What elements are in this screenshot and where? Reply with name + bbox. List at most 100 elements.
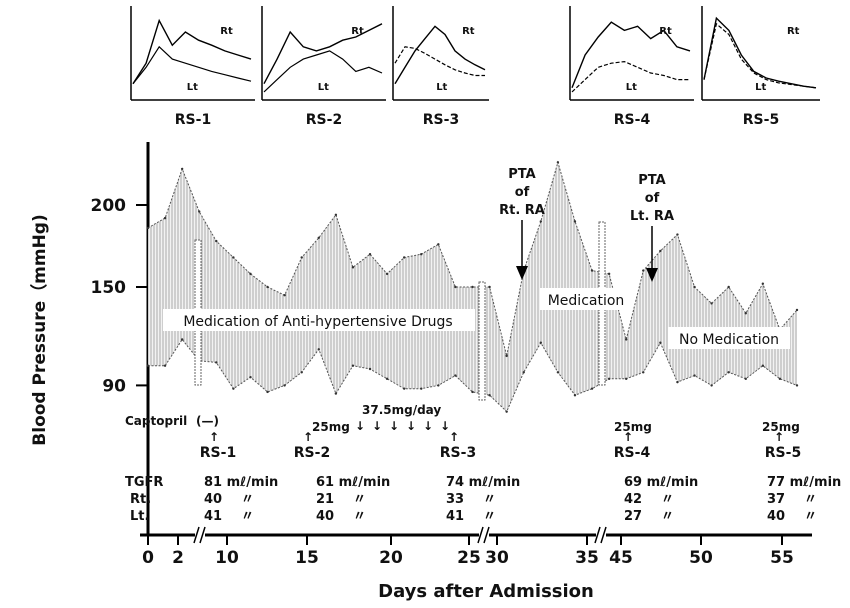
x-tick-label: 25	[457, 548, 481, 568]
gfr-lt: 41	[204, 509, 222, 524]
lt-label: Lt	[755, 82, 766, 93]
diastolic-point	[334, 392, 338, 395]
x-tick-label: 35	[575, 548, 599, 568]
systolic-point	[659, 249, 662, 253]
ditto-mark: 〃	[661, 509, 674, 524]
gfr-row-label: Lt.	[130, 509, 149, 524]
systolic-point	[454, 285, 457, 289]
pta-rt-annotation: PTA of Rt. RA	[499, 167, 545, 280]
diastolic-point	[556, 371, 560, 374]
renal-scan-label: RS-4	[614, 445, 651, 461]
systolic-point	[607, 272, 611, 276]
pta-rt-line-3: Rt. RA	[499, 203, 545, 218]
renal-scan-markers: ↑RS-1↑RS-2↑RS-3↑RS-4↑RS-5	[200, 430, 801, 461]
gfr-rt: 40	[204, 492, 222, 507]
lt-curve	[703, 22, 817, 89]
systolic-point	[471, 285, 474, 289]
gfr-rt: 37	[767, 492, 785, 507]
gfr-lt: 40	[316, 509, 334, 524]
rt-label: Rt	[220, 26, 233, 37]
systolic-point	[710, 302, 713, 305]
systolic-point	[676, 233, 679, 236]
diastolic-point	[744, 377, 747, 381]
up-arrow-icon: ↑	[209, 430, 219, 444]
systolic-point	[437, 243, 440, 246]
pta-lt-annotation: PTA of Lt. RA	[630, 173, 674, 282]
up-arrow-icon: ↑	[303, 430, 313, 444]
diastolic-point	[539, 341, 543, 344]
ditto-mark: 〃	[241, 509, 254, 524]
rt-curve	[263, 23, 383, 85]
diastolic-point	[488, 394, 491, 397]
lt-label: Lt	[187, 82, 198, 93]
systolic-point	[266, 285, 269, 289]
phase-labels: Medication of Anti-hypertensive Drugs Me…	[163, 288, 790, 349]
dose-label: 25mg	[762, 420, 800, 434]
ditto-mark: 〃	[483, 509, 496, 524]
thumb-label: RS-4	[614, 112, 651, 128]
pta-lt-line-3: Lt. RA	[630, 209, 674, 224]
systolic-point	[180, 167, 184, 171]
rt-label: Rt	[659, 26, 672, 37]
gfr-rt: 42	[624, 492, 642, 507]
systolic-point	[693, 285, 696, 289]
systolic-point	[420, 253, 423, 256]
systolic-point	[249, 272, 252, 276]
pta-rt-line-1: PTA	[508, 167, 535, 182]
svg-text:↓: ↓	[440, 419, 450, 433]
phase-label-no-medication: No Medication	[679, 332, 779, 348]
gfr-total: 74 mℓ/min	[446, 475, 520, 490]
systolic-point	[488, 285, 491, 289]
ditto-mark: 〃	[804, 509, 817, 524]
systolic-point	[300, 256, 303, 259]
x-ticks: 0 2 10 15 20 25 30 35 45 50 55	[142, 535, 794, 568]
diastolic-point	[590, 387, 594, 390]
thumb-label: RS-2	[306, 112, 342, 128]
diastolic-point	[607, 377, 611, 381]
diastolic-point	[778, 377, 782, 381]
svg-text:↓: ↓	[389, 419, 399, 433]
svg-text:↓: ↓	[423, 419, 433, 433]
systolic-point	[795, 308, 799, 312]
ditto-mark: 〃	[661, 492, 674, 507]
axis-break-marks	[193, 526, 607, 544]
diastolic-point	[454, 374, 457, 377]
lt-curve	[571, 60, 690, 93]
gfr-rt: 21	[316, 492, 334, 507]
lt-curve	[263, 50, 383, 93]
renogram-thumbnail: Rt Lt RS-5	[701, 6, 820, 128]
up-arrow-icon: ↑	[774, 430, 784, 444]
systolic-point	[556, 161, 560, 164]
x-tick-label: 55	[770, 548, 794, 568]
gfr-rt: 33	[446, 492, 464, 507]
gfr-row-label: Rt.	[130, 492, 151, 507]
dose-label: 37.5mg/day	[362, 403, 441, 417]
rt-curve	[571, 21, 691, 89]
gfr-lt: 41	[446, 509, 464, 524]
systolic-point	[215, 239, 218, 243]
systolic-point	[385, 272, 389, 276]
svg-text:↓: ↓	[355, 419, 365, 433]
systolic-point	[573, 220, 577, 223]
bp-range-area	[146, 160, 799, 413]
y-tick-label: 200	[91, 196, 127, 216]
lt-label: Lt	[318, 82, 329, 93]
diastolic-point	[761, 364, 765, 367]
systolic-point	[163, 216, 167, 220]
renal-scan-label: RS-3	[440, 445, 476, 461]
gfr-total: 81 mℓ/min	[204, 475, 278, 490]
captopril-label: Captopril	[125, 414, 187, 428]
lt-label: Lt	[436, 82, 447, 93]
gfr-lt: 40	[767, 509, 785, 524]
lt-label: Lt	[626, 82, 637, 93]
pta-lt-line-2: of	[645, 191, 660, 206]
systolic-point	[761, 282, 765, 285]
diastolic-point	[437, 384, 440, 387]
diastolic-line	[148, 338, 798, 413]
diastolic-point	[232, 387, 235, 390]
phase-label-medication-2: Medication	[548, 293, 625, 309]
gfr-lt: 27	[624, 509, 642, 524]
systolic-point	[505, 354, 508, 358]
systolic-point	[283, 294, 286, 297]
